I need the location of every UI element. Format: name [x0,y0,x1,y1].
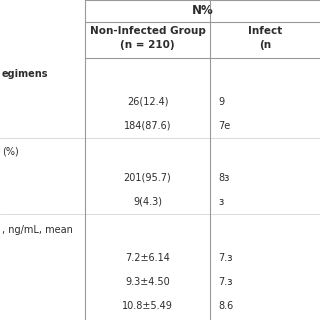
Text: 7.з: 7.з [218,253,233,263]
Text: 8.6: 8.6 [218,301,233,311]
Text: Non-Infected Group
(n = 210): Non-Infected Group (n = 210) [90,26,205,50]
Text: 10.8±5.49: 10.8±5.49 [122,301,173,311]
Text: egimens: egimens [2,69,49,79]
Text: 9(4.3): 9(4.3) [133,197,162,207]
Text: , ng/mL, mean: , ng/mL, mean [2,225,73,235]
Text: 7.2±6.14: 7.2±6.14 [125,253,170,263]
Text: 9.3±4.50: 9.3±4.50 [125,277,170,287]
Text: 7e: 7e [218,121,230,131]
Text: 26(12.4): 26(12.4) [127,97,168,107]
Text: з: з [218,197,223,207]
Text: 184(87.6): 184(87.6) [124,121,171,131]
Text: 8з: 8з [218,173,229,183]
Text: 9: 9 [218,97,224,107]
Text: N%: N% [192,4,213,18]
Text: Infect
(n: Infect (n [248,26,282,50]
Text: (%): (%) [2,147,19,157]
Text: 201(95.7): 201(95.7) [124,173,172,183]
Text: 7.з: 7.з [218,277,233,287]
